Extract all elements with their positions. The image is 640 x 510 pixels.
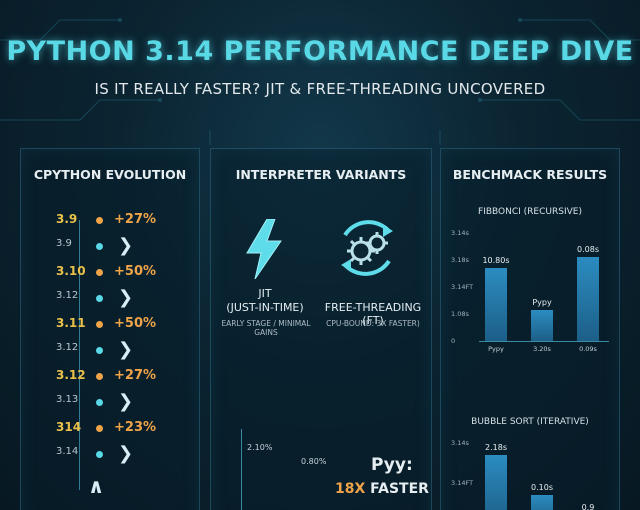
y-tick-label: 3.18s [451, 256, 469, 264]
chevron-right-icon: ❯ [118, 235, 134, 256]
page-subtitle: IS IT REALLY FASTER? JIT & FREE-THREADIN… [94, 80, 546, 98]
fib-chart-title: FIBBONCI (RECURSIVE) [478, 207, 582, 217]
version-label: 3.14 [56, 446, 79, 457]
timeline-dot [96, 347, 103, 354]
ft-label: FREE-THREADING (FT) [324, 301, 422, 327]
gain-label: +27% [114, 368, 157, 383]
evolution-row: 3.12 ❯ [20, 339, 200, 362]
y-tick-label: 3.14s [451, 229, 469, 237]
bar-value-label: 10.80s [482, 256, 510, 266]
version-label: 3.9 [56, 212, 78, 226]
gears-cycle-icon [341, 220, 393, 276]
bar-value-label: 0.9 [581, 503, 595, 510]
evolution-row: 314 +23% [20, 420, 200, 440]
ft-subtext: CPU-BOUND: 3X FASTER) [326, 319, 420, 328]
gain-label: +50% [114, 316, 157, 331]
bar [485, 455, 507, 510]
y-tick-label: 3.14s [451, 439, 469, 447]
version-label: 3.10 [56, 264, 86, 278]
evolution-row: 3.12 ❯ [20, 287, 200, 310]
y-tick-label: 0 [451, 337, 456, 345]
x-tick-label: 3.20s [533, 345, 551, 353]
jit-label-full: (JUST-IN-TIME) [226, 301, 304, 314]
timeline-dot [96, 321, 103, 328]
mini-chart-axis [241, 429, 242, 510]
version-label: 3.13 [56, 394, 79, 405]
bar [531, 309, 553, 341]
x-tick-label: 0.09s [579, 345, 597, 353]
bar-value-label: Pypy [532, 297, 552, 307]
timeline-line [79, 220, 80, 490]
gain-label: +27% [114, 212, 157, 227]
bar [531, 495, 553, 510]
benchmark-heading: BENCHMACK RESULTS [452, 167, 608, 182]
evolution-panel: CPYTHON EVOLUTION [20, 148, 200, 510]
chevron-right-icon: ❯ [118, 339, 134, 360]
y-tick-label: 1.08s [451, 310, 469, 318]
bar [485, 268, 507, 341]
x-tick-label: Pypy [488, 345, 504, 353]
evolution-row: 3.11 +50% [20, 316, 200, 336]
timeline-dot [96, 373, 103, 380]
page-title: PYTHON 3.14 PERFORMANCE DEEP DIVE [6, 36, 634, 67]
y-tick-label: 3.14FT [451, 479, 474, 487]
evolution-row: 3.9 ❯ [20, 235, 200, 258]
jit-subtext: EARLY STAGE / MINIMAL GAINS [221, 319, 311, 337]
lightning-bolt-icon [246, 219, 282, 279]
variants-heading: INTERPRETER VARIANTS [235, 167, 407, 182]
version-label: 3.12 [56, 342, 79, 353]
evolution-row: 3.9 +27% [20, 212, 200, 232]
timeline-dot [96, 243, 103, 250]
x-axis [479, 341, 609, 342]
bubble-chart-title: BUBBLE SORT (ITERATIVE) [471, 417, 589, 427]
version-label: 3.9 [56, 238, 72, 249]
version-label: 3.12 [56, 290, 79, 301]
mini-value-1: 2.10% [247, 443, 273, 452]
evolution-row: 3.10 +50% [20, 264, 200, 284]
timeline-dot [96, 295, 103, 302]
evolution-row: 3.14 ❯ [20, 443, 200, 466]
y-tick-label: 3.14FT [451, 283, 474, 291]
timeline-dot [96, 269, 103, 276]
speedup-text: FASTER [365, 481, 429, 497]
chevron-right-icon: ❯ [118, 391, 134, 412]
benchmark-panel: BENCHMACK RESULTS FIBBONCI (RECURSIVE) B… [440, 148, 620, 510]
bar-value-label: 2.18s [485, 443, 507, 452]
mini-value-2: 0.80% [301, 457, 327, 466]
bar-value-label: 0.10s [531, 483, 553, 492]
pypy-callout: Pyy: [371, 455, 413, 475]
chevron-right-icon: ❯ [118, 287, 134, 308]
evolution-row: 3.13 ❯ [20, 391, 200, 414]
timeline-dot [96, 425, 103, 432]
version-label: 314 [56, 420, 82, 434]
timeline-dot [96, 399, 103, 406]
gain-label: +50% [114, 264, 157, 279]
evolution-row: 3.12 +27% [20, 368, 200, 388]
bar-value-label: 0.08s [577, 245, 599, 255]
speedup-value: 18X [335, 481, 366, 497]
version-label: 3.11 [56, 316, 86, 330]
jit-label: JIT [258, 287, 272, 300]
timeline-dot [96, 451, 103, 458]
timeline-dot [96, 217, 103, 224]
version-label: 3.12 [56, 368, 86, 382]
bar [577, 257, 599, 341]
chevron-right-icon: ❯ [118, 443, 134, 464]
chevron-up-icon: ∧ [88, 474, 105, 498]
speedup-callout: 18X FASTER [335, 481, 429, 497]
gain-label: +23% [114, 420, 157, 435]
evolution-heading: CPYTHON EVOLUTION [33, 167, 187, 182]
variants-panel: INTERPRETER VARIANTS JIT (JUST-IN-TIME) … [210, 148, 432, 510]
